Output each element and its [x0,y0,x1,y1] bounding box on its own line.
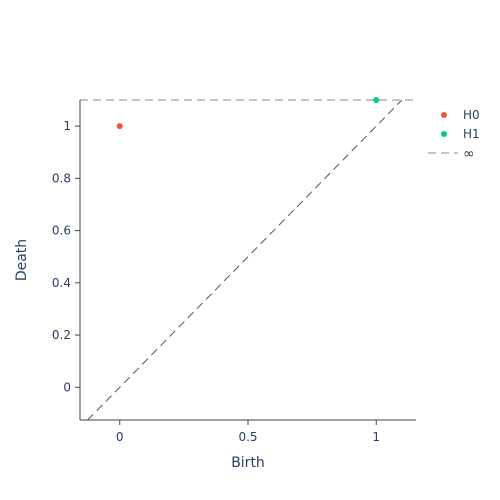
diagonal-line [87,99,403,421]
legend[interactable]: H0 H1 ∞ [428,108,480,162]
x-tick-label: 0.5 [238,430,257,444]
legend-label-h1: H1 [463,127,480,141]
y-tick-label: 1 [63,119,71,133]
data-points [116,97,380,130]
legend-label-infinity: ∞ [463,146,475,162]
y-tick-label: 0.4 [52,276,71,290]
y-ticks: 0 0.2 0.4 0.6 0.8 1 [52,119,80,394]
legend-marker-h1 [441,131,447,137]
x-tick-label: 0 [116,430,124,444]
point-h0 [116,123,123,130]
y-tick-label: 0.6 [52,224,71,238]
legend-item-h0[interactable]: H0 [441,108,480,122]
x-tick-label: 1 [372,430,380,444]
y-tick-label: 0.8 [52,171,71,185]
legend-marker-h0 [441,112,447,118]
legend-item-h1[interactable]: H1 [441,127,480,141]
point-h1 [373,97,380,103]
y-tick-label: 0 [63,380,71,394]
x-ticks: 0 0.5 1 [116,420,380,444]
legend-item-infinity[interactable]: ∞ [428,146,475,162]
y-tick-label: 0.2 [52,328,71,342]
axes [79,100,416,421]
y-axis-title: Death [14,239,30,281]
legend-label-h0: H0 [463,108,480,122]
reference-lines [80,99,416,421]
x-axis-title: Birth [231,455,265,471]
